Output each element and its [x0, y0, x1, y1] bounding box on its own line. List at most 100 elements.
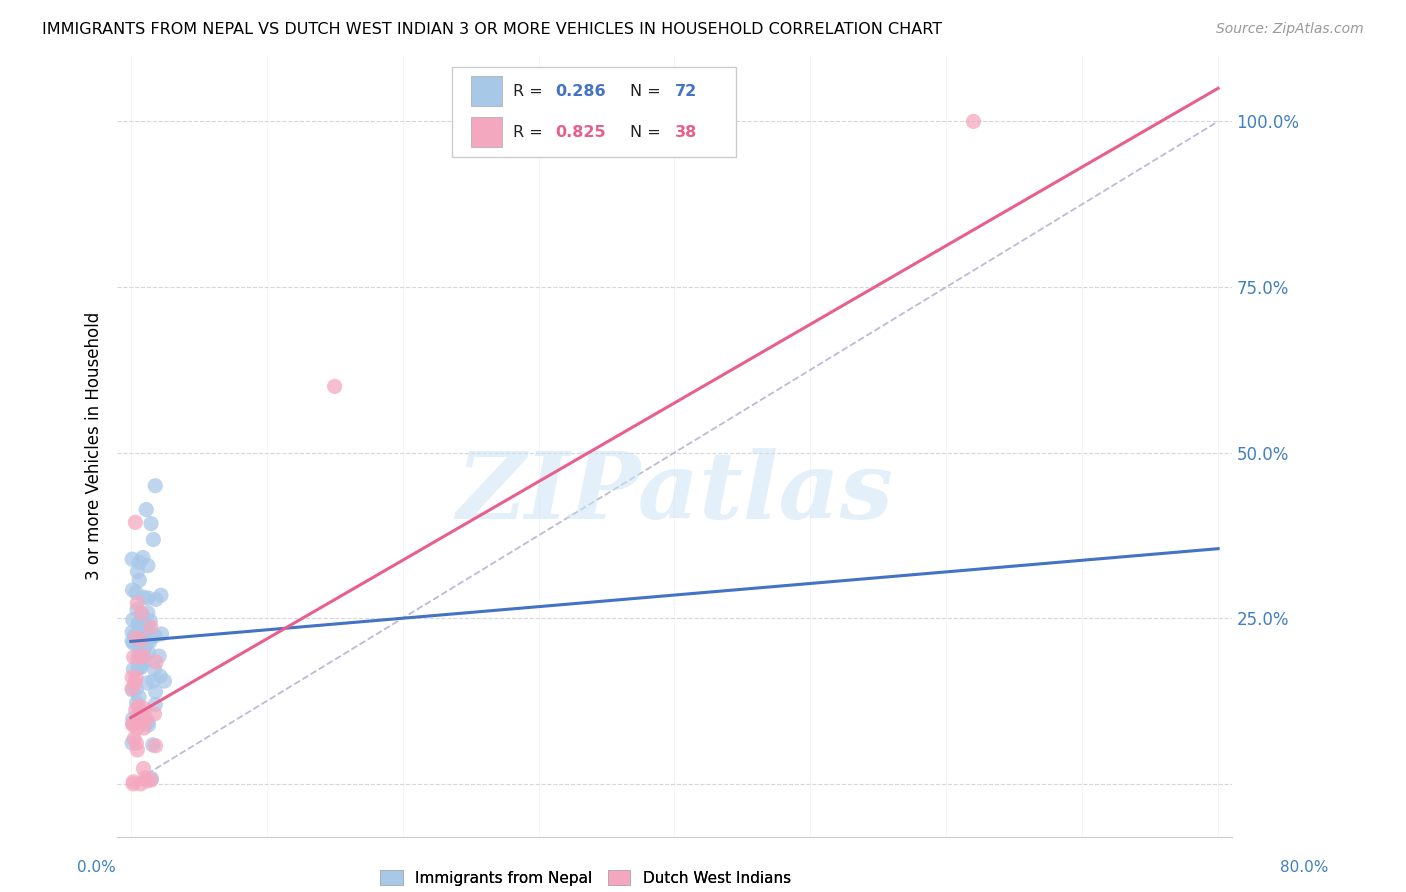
Point	[139, 620, 162, 634]
Point	[127, 596, 149, 610]
Point	[150, 627, 173, 641]
Point	[135, 502, 157, 516]
Text: 0.0%: 0.0%	[77, 861, 117, 875]
Point	[145, 655, 167, 669]
Point	[127, 709, 149, 723]
Point	[136, 606, 159, 620]
Point	[143, 698, 166, 712]
Point	[124, 516, 146, 530]
Point	[136, 591, 159, 605]
Point	[131, 608, 153, 623]
Point	[122, 662, 145, 676]
Point	[962, 114, 984, 128]
Point	[129, 617, 152, 632]
Legend: Immigrants from Nepal, Dutch West Indians: Immigrants from Nepal, Dutch West Indian…	[374, 863, 797, 892]
Point	[142, 738, 165, 752]
Point	[143, 629, 166, 643]
Point	[125, 736, 148, 750]
Point	[127, 618, 149, 632]
Point	[132, 649, 155, 664]
Text: R =: R =	[513, 84, 548, 99]
Point	[143, 479, 166, 493]
Point	[129, 632, 152, 647]
Text: ZIPatlas: ZIPatlas	[456, 448, 893, 538]
Point	[134, 771, 156, 785]
Point	[149, 588, 172, 602]
Point	[129, 777, 152, 791]
FancyBboxPatch shape	[451, 67, 735, 157]
Point	[129, 656, 152, 670]
Point	[141, 629, 163, 643]
Point	[145, 592, 167, 607]
Point	[153, 674, 176, 689]
Point	[132, 550, 155, 565]
Text: 38: 38	[675, 125, 697, 140]
Point	[128, 661, 150, 675]
Point	[125, 585, 148, 599]
Text: 72: 72	[675, 84, 697, 99]
Point	[122, 636, 145, 650]
Point	[122, 613, 145, 627]
Point	[122, 777, 145, 791]
Text: N =: N =	[630, 84, 666, 99]
Point	[134, 641, 156, 656]
Point	[121, 552, 143, 566]
Point	[121, 718, 143, 732]
Point	[124, 629, 146, 643]
Point	[143, 662, 166, 676]
Point	[127, 616, 149, 631]
Text: Source: ZipAtlas.com: Source: ZipAtlas.com	[1216, 22, 1364, 37]
Point	[127, 743, 149, 757]
Point	[148, 649, 170, 664]
Text: R =: R =	[513, 125, 548, 140]
Point	[141, 772, 163, 787]
Point	[125, 703, 148, 717]
Point	[135, 634, 157, 648]
Point	[135, 619, 157, 633]
Point	[121, 712, 143, 726]
Point	[136, 774, 159, 789]
Point	[125, 603, 148, 617]
Point	[127, 565, 149, 579]
Point	[129, 660, 152, 674]
Point	[128, 645, 150, 659]
FancyBboxPatch shape	[471, 118, 502, 147]
Point	[125, 696, 148, 710]
Text: 0.286: 0.286	[555, 84, 606, 99]
Point	[127, 652, 149, 666]
Point	[121, 681, 143, 696]
Point	[121, 716, 143, 731]
Point	[129, 714, 152, 729]
Point	[136, 558, 159, 573]
Point	[124, 629, 146, 643]
Point	[121, 670, 143, 684]
Point	[141, 772, 163, 786]
Text: IMMIGRANTS FROM NEPAL VS DUTCH WEST INDIAN 3 OR MORE VEHICLES IN HOUSEHOLD CORRE: IMMIGRANTS FROM NEPAL VS DUTCH WEST INDI…	[42, 22, 942, 37]
Point	[136, 715, 159, 730]
Point	[131, 650, 153, 665]
Point	[122, 731, 145, 746]
Point	[124, 675, 146, 690]
Point	[129, 707, 152, 722]
Point	[122, 774, 145, 789]
Point	[139, 516, 162, 531]
Point	[125, 631, 148, 645]
Point	[132, 591, 155, 605]
Text: 80.0%: 80.0%	[1281, 861, 1329, 875]
Point	[125, 682, 148, 697]
Point	[136, 621, 159, 635]
Point	[134, 654, 156, 668]
Point	[145, 685, 167, 699]
Point	[135, 619, 157, 633]
Point	[128, 690, 150, 704]
Point	[143, 706, 166, 721]
Text: 0.825: 0.825	[555, 125, 606, 140]
Point	[121, 683, 143, 698]
Point	[121, 634, 143, 648]
Point	[132, 643, 155, 657]
Point	[121, 582, 143, 597]
Point	[136, 676, 159, 690]
Point	[139, 634, 162, 648]
Point	[122, 650, 145, 665]
Point	[121, 736, 143, 750]
